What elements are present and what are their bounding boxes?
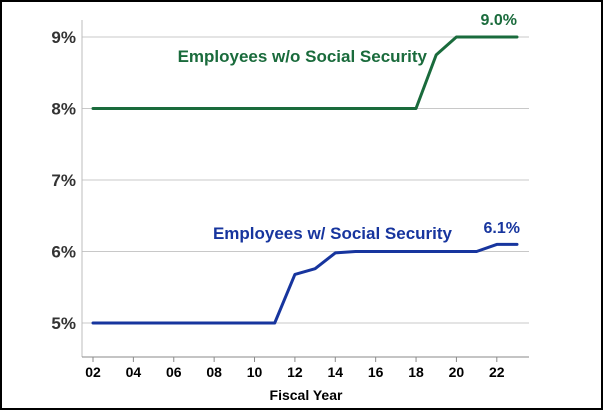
series-label-with-ss: Employees w/ Social Security (213, 224, 453, 243)
x-tick-label: 16 (368, 364, 384, 380)
series-line-0 (91, 35, 519, 110)
series-label-without-ss: Employees w/o Social Security (178, 47, 428, 66)
x-tick-label: 22 (489, 364, 505, 380)
y-tick-label: 9% (51, 28, 76, 47)
x-tick-label: 20 (449, 364, 465, 380)
x-tick-label: 04 (126, 364, 142, 380)
x-tick-label: 14 (327, 364, 343, 380)
x-axis-label: Fiscal Year (270, 387, 343, 403)
y-tick-label: 7% (51, 171, 76, 190)
y-tick-label: 8% (51, 100, 76, 119)
x-tick-label: 10 (247, 364, 263, 380)
x-tick-label: 08 (206, 364, 222, 380)
end-value-label-1: 6.1% (484, 220, 520, 237)
x-tick-label: 12 (287, 364, 303, 380)
end-value-label-0: 9.0% (481, 12, 517, 29)
x-tick-label: 02 (85, 364, 101, 380)
y-tick-label: 6% (51, 243, 76, 262)
series-line-1 (91, 242, 519, 325)
x-tick-label: 06 (166, 364, 182, 380)
y-tick-label: 5% (51, 314, 76, 333)
x-tick-label: 18 (408, 364, 424, 380)
